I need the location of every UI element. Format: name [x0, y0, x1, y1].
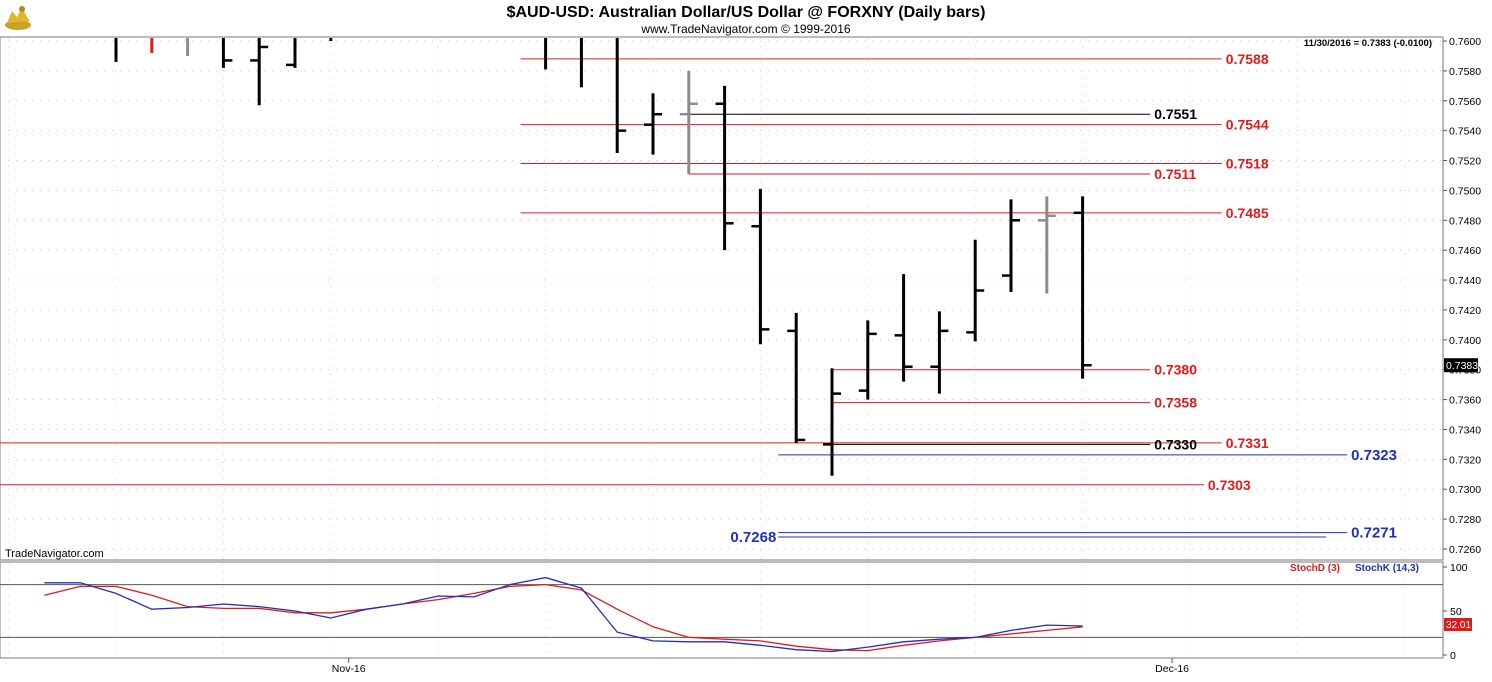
- level-label: 0.7268: [730, 529, 776, 546]
- stoch-value-marker: 32.01: [1444, 618, 1472, 631]
- level-label: 0.7551: [1154, 106, 1197, 122]
- current-price-marker: 0.7383: [1444, 358, 1478, 373]
- price-panel: [0, 36, 1444, 561]
- price-tick-label: 0.7300: [1449, 484, 1481, 496]
- price-tick-label: 0.7440: [1449, 275, 1481, 287]
- price-tick-label: 0.7280: [1449, 514, 1481, 526]
- copyright-text: www.TradeNavigator.com © 1999-2016: [640, 22, 850, 36]
- price-grid: [0, 38, 1443, 559]
- stoch-tick-label: 0: [1450, 650, 1456, 662]
- date-label: Dec-16: [1155, 663, 1189, 675]
- stochastic-grid: [0, 563, 1443, 657]
- logo-icon: [5, 6, 31, 30]
- chart-title: $AUD-USD: Australian Dollar/US Dollar @ …: [507, 4, 986, 21]
- price-tick-label: 0.7580: [1449, 66, 1481, 78]
- price-tick-label: 0.7460: [1449, 245, 1481, 257]
- current-price-label: 0.7383: [1446, 360, 1478, 372]
- stochastic-axis: 100 50 0: [1443, 562, 1468, 662]
- watermark-text: TradeNavigator.com: [5, 548, 104, 560]
- price-tick-label: 0.7600: [1449, 36, 1481, 48]
- stochd-legend: StochD (3): [1290, 563, 1340, 574]
- level-label: 0.7485: [1226, 205, 1269, 221]
- stochastic-panel: [0, 561, 1444, 659]
- level-label: 0.7511: [1154, 166, 1196, 182]
- level-label: 0.7544: [1226, 117, 1269, 133]
- price-tick-label: 0.7520: [1449, 156, 1481, 168]
- stochastic-lines: [44, 576, 1083, 653]
- price-tick-label: 0.7480: [1449, 215, 1481, 227]
- ohlc-bars: [114, 38, 1092, 476]
- price-tick-label: 0.7320: [1449, 454, 1481, 466]
- level-label: 0.7358: [1154, 395, 1197, 411]
- level-label: 0.7588: [1226, 51, 1269, 67]
- level-label: 0.7330: [1154, 436, 1197, 452]
- level-label: 0.7380: [1154, 362, 1197, 378]
- stoch-value-label: 32.01: [1446, 620, 1471, 631]
- last-quote-text: 11/30/2016 = 0.7383 (-0.0100): [1304, 38, 1432, 49]
- stochk-legend: StochK (14,3): [1355, 563, 1419, 574]
- stoch-tick-label: 100: [1450, 562, 1468, 574]
- date-label: Nov-16: [332, 663, 366, 675]
- price-tick-label: 0.7500: [1449, 185, 1481, 197]
- price-tick-label: 0.7340: [1449, 424, 1481, 436]
- level-label: 0.7271: [1351, 525, 1397, 542]
- stoch-tick-label: 50: [1450, 606, 1462, 618]
- level-label: 0.7323: [1351, 447, 1397, 464]
- stoch-series-line: [44, 576, 1083, 653]
- stoch-series-line: [44, 583, 1083, 652]
- price-tick-label: 0.7540: [1449, 126, 1481, 138]
- level-label: 0.7331: [1226, 435, 1269, 451]
- price-tick-label: 0.7420: [1449, 305, 1481, 317]
- level-label: 0.7303: [1208, 477, 1251, 493]
- price-tick-label: 0.7360: [1449, 395, 1481, 407]
- price-axis: 0.7600 0.7580 0.7560 0.7540 0.7520 0.7500 0.74…: [1443, 36, 1481, 556]
- level-label: 0.7518: [1226, 156, 1269, 172]
- price-tick-label: 0.7400: [1449, 335, 1481, 347]
- price-tick-label: 0.7260: [1449, 544, 1481, 556]
- price-tick-label: 0.7560: [1449, 96, 1481, 108]
- support-resistance-levels: 0.7588 0.7551 0.7544 0.7518 0.7511 0.7485 0.73…: [0, 51, 1397, 546]
- date-axis: Nov-16 Dec-16: [332, 658, 1189, 675]
